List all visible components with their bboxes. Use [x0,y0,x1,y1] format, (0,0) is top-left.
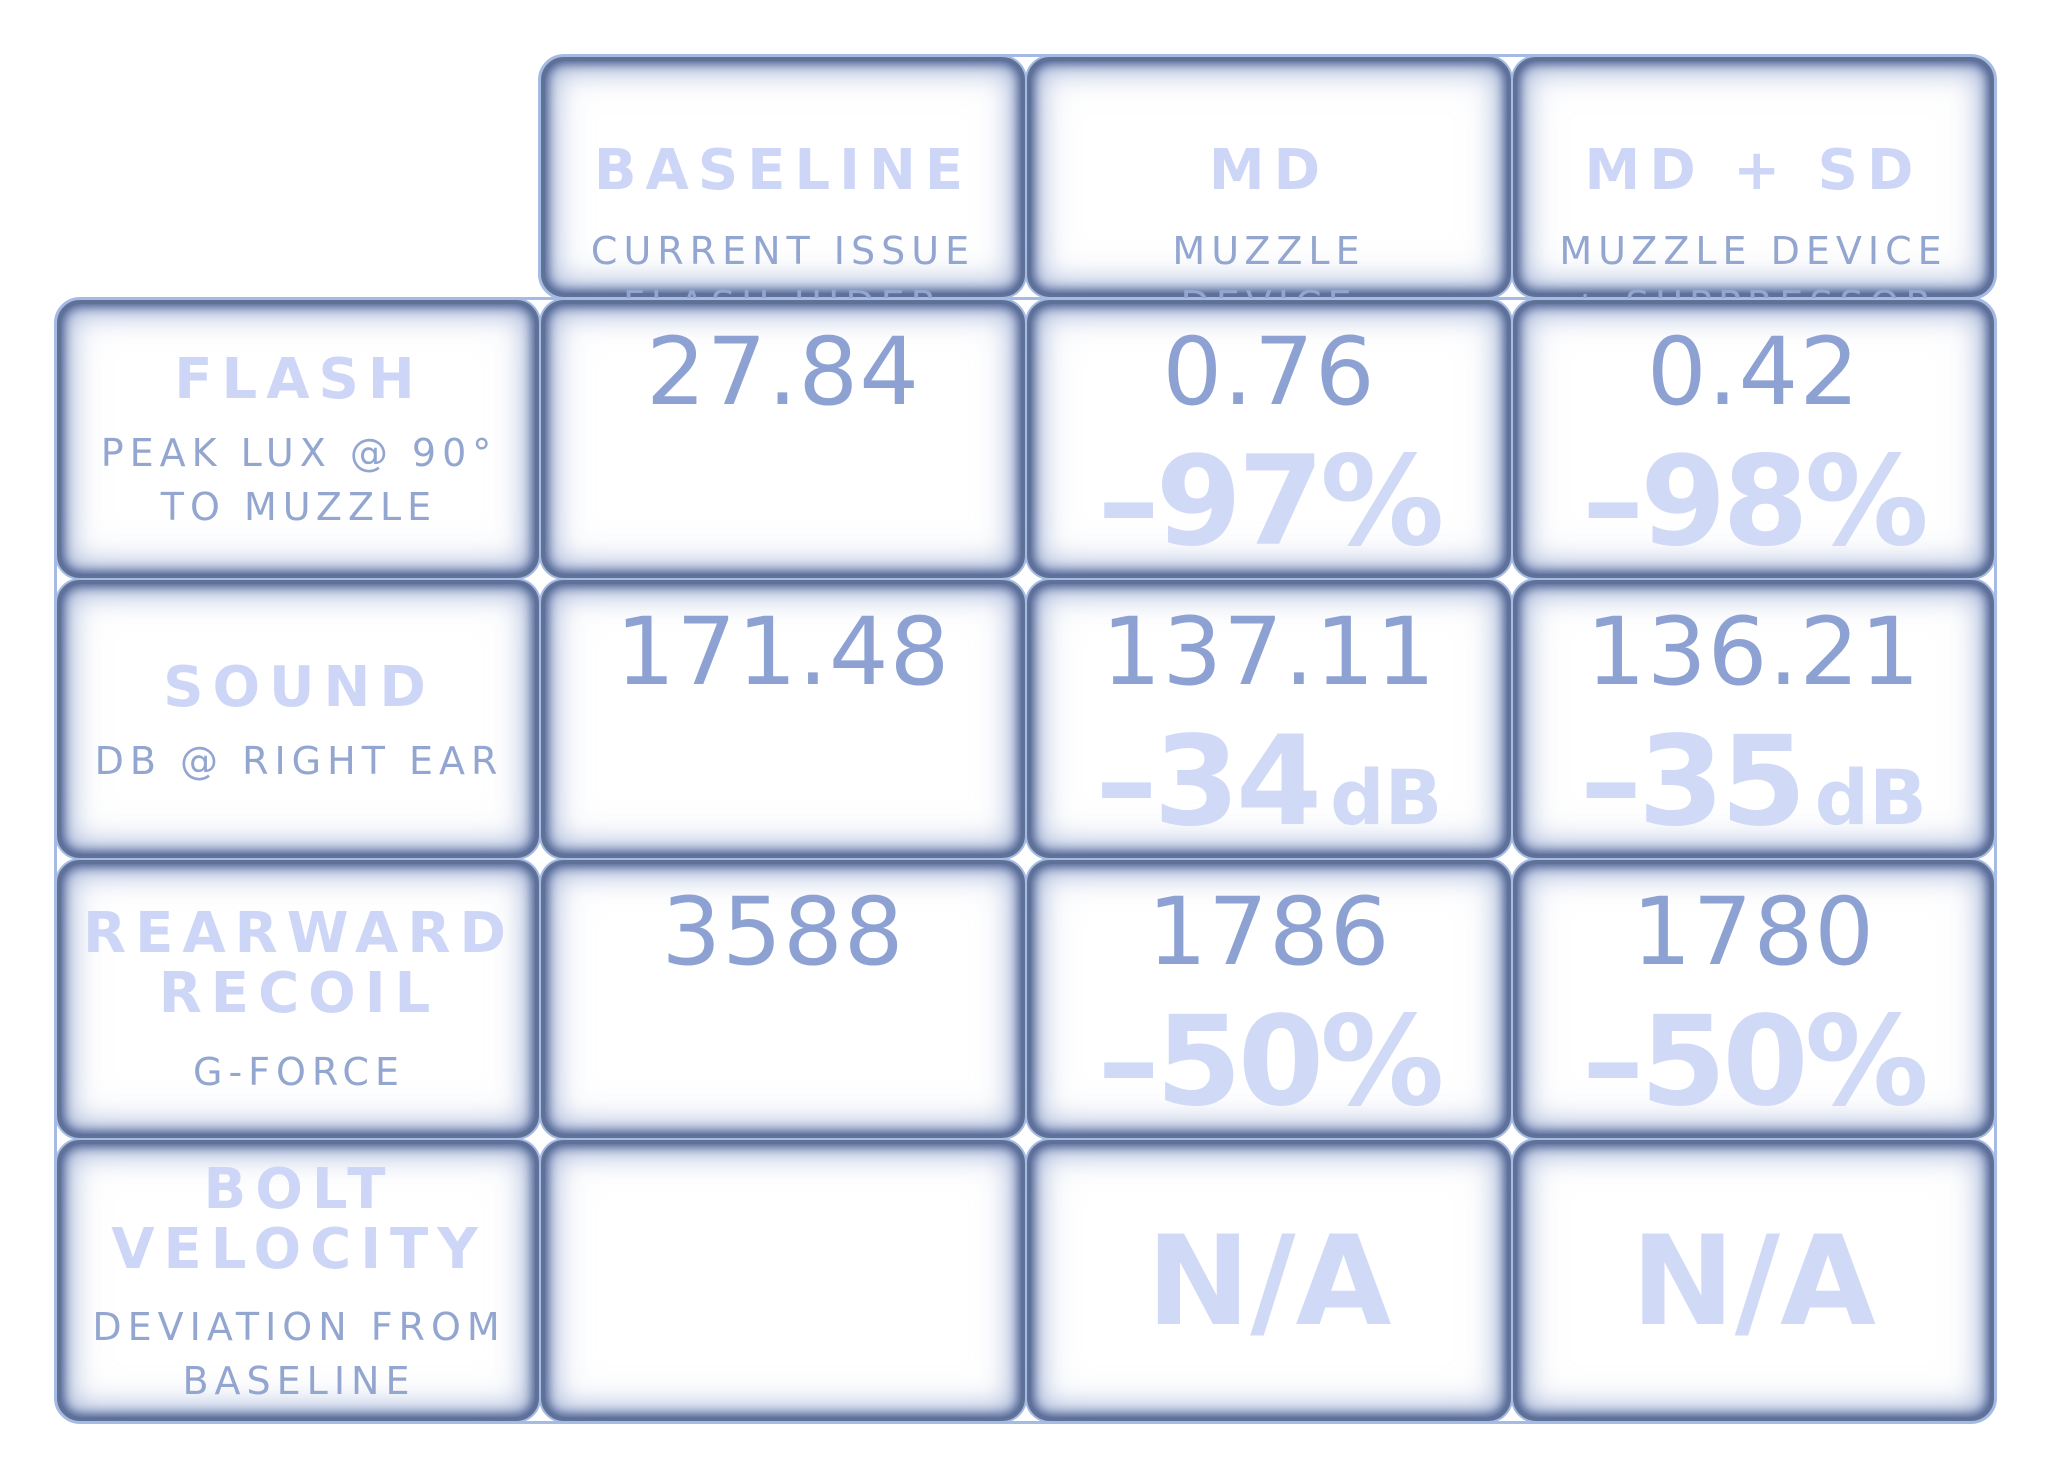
data-cell [1025,1138,1513,1423]
data-cell [1025,578,1513,860]
data-cell [1511,578,1996,860]
value-text: 27.84 [645,318,921,427]
data-cell [539,858,1027,1140]
delta-text: –50% [1097,990,1445,1134]
row-subtitle: DB @ RIGHT EAR [94,739,504,783]
delta-text: –50% [1582,990,1929,1134]
header-cell-md: MD MUZZLE DEVICE [1025,55,1513,327]
value-text: 1780 [1631,878,1876,987]
row-header-flash [55,298,541,580]
delta-text: –35 dB [1580,710,1927,854]
data-cell [1025,298,1513,580]
row-title: SOUND [163,655,435,720]
value-text: 1786 [1147,878,1391,987]
header-cell-baseline: BASELINE CURRENT ISSUE FLASH HIDER [539,55,1027,327]
value-text: 171.48 [615,598,951,707]
data-cell [1511,298,1996,580]
column-title: MD + SD [1584,138,1923,203]
value-text: 0.42 [1646,318,1861,427]
row-subtitle: DEVIATION FROM BASELINE [92,1305,506,1403]
data-cell [1511,1138,1996,1423]
data-cell [539,298,1027,580]
column-title: BASELINE [593,138,973,203]
na-text: N/A [1630,1210,1877,1354]
data-cell [539,1138,1027,1423]
data-cell [1025,858,1513,1140]
value-text: 136.21 [1586,598,1921,707]
row-subtitle: G-FORCE [193,1050,405,1094]
delta-text: –98% [1582,430,1929,574]
delta-unit: dB [1814,753,1927,842]
value-text: 3588 [661,878,905,987]
row-header-recoil [55,858,541,1140]
delta-text: –97% [1097,430,1445,574]
na-text: N/A [1146,1210,1392,1354]
column-title: MD [1208,138,1330,203]
row-title: BOLT VELOCITY [111,1157,487,1282]
data-cell [539,578,1027,860]
row-header-sound [55,578,541,860]
body-frame [54,297,1997,1424]
row-header-bolt-velocity [55,1138,541,1423]
row-title: FLASH [174,347,424,412]
value-text: 137.11 [1101,598,1437,707]
header-cell-md-sd: MD + SD MUZZLE DEVICE + SUPPRESSOR [1511,55,1996,327]
data-cell [1511,858,1996,1140]
value-text: 0.76 [1162,318,1376,427]
delta-text: –34 dB [1095,710,1443,854]
row-subtitle: PEAK LUX @ 90° TO MUZZLE [100,431,498,529]
row-title: REARWARD RECOIL [82,901,516,1026]
delta-unit: dB [1330,753,1443,842]
